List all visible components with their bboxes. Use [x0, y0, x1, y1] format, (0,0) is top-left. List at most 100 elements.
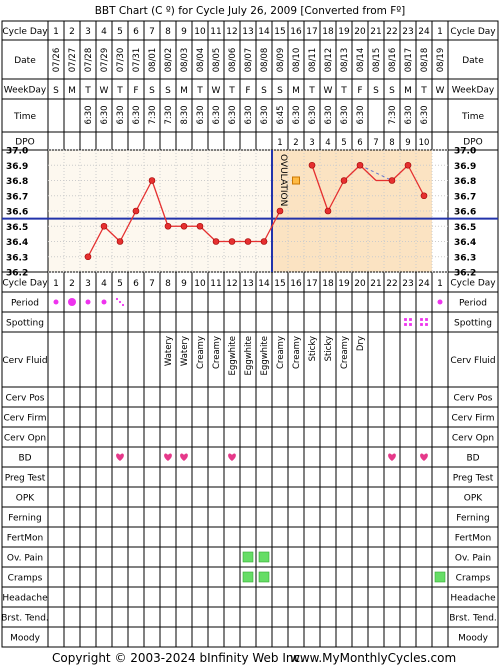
- date-cell: 07/26: [52, 48, 62, 73]
- y-tick-label-right: 36.6: [454, 208, 476, 218]
- cramps-marker: [242, 571, 254, 583]
- date-cell: 07/28: [84, 48, 94, 73]
- temp-point: [340, 177, 348, 184]
- bd-heart: [228, 453, 236, 461]
- dpo-cell: 9: [405, 138, 410, 148]
- date-cell: 08/18: [420, 48, 430, 73]
- cycle-day-cell: 19: [338, 27, 350, 37]
- temp-point: [164, 222, 172, 230]
- bd-heart: [420, 453, 428, 461]
- row-label-time: Time: [13, 112, 36, 122]
- temp-point: [388, 177, 396, 184]
- weekday-cell: S: [149, 86, 155, 96]
- temp-point: [132, 207, 140, 215]
- cycle-day-cell: 5: [117, 27, 123, 37]
- time-cell: 6:30: [116, 105, 126, 124]
- date-cell: 08/17: [404, 48, 414, 73]
- row-label-moody-right: Moody: [458, 634, 488, 644]
- time-cell: 6:30: [324, 105, 334, 124]
- y-tick-label-right: 36.8: [454, 177, 476, 187]
- temp-line-segment: [407, 164, 425, 197]
- cycle-day-cell: 19: [338, 279, 350, 289]
- y-tick-label-right: 36.7: [454, 192, 476, 202]
- row-label-cerv_opn: Cerv Opn: [4, 434, 46, 444]
- date-cell: 08/06: [228, 48, 238, 73]
- cycle-day-cell: 3: [85, 27, 91, 37]
- dpo-cell: 3: [309, 138, 314, 148]
- ov-pain-marker: [242, 551, 254, 563]
- weekday-cell: F: [245, 86, 250, 96]
- row-label-opk: OPK: [16, 494, 36, 504]
- spotting-dot: [404, 318, 407, 321]
- temp-line-segment: [327, 180, 345, 212]
- temp-point: [116, 238, 124, 245]
- weekday-cell: S: [373, 86, 379, 96]
- date-cell: 08/16: [388, 48, 398, 73]
- spotting-dot: [420, 323, 423, 326]
- cycle-day-cell: 17: [306, 279, 317, 289]
- date-cell: 07/31: [132, 48, 142, 73]
- weekday-cell: S: [165, 86, 171, 96]
- time-cell: 6:30: [356, 105, 366, 124]
- date-cell: 08/12: [324, 48, 334, 73]
- time-cell: 8:30: [180, 105, 190, 124]
- cerv-fluid-cell: Creamy: [340, 336, 350, 369]
- time-cell: 6:30: [196, 105, 206, 124]
- bd-heart: [116, 453, 124, 461]
- cycle-day-cell: 21: [370, 27, 381, 37]
- row-label-cerv_firm: Cerv Firm: [3, 414, 46, 424]
- weekday-cell: T: [340, 86, 347, 96]
- row-label-preg_test: Preg Test: [5, 474, 46, 484]
- weekday-cell: T: [84, 86, 91, 96]
- cycle-day-cell: 12: [226, 27, 237, 37]
- cerv-fluid-cell: Eggwhite: [244, 336, 254, 375]
- cycle-day-cell: 20: [354, 279, 366, 289]
- cycle-day-cell: 3: [85, 279, 91, 289]
- weekday-cell: M: [292, 86, 300, 96]
- temp-point: [148, 177, 156, 184]
- spotting-dot: [409, 318, 412, 321]
- date-cell: 08/07: [244, 48, 254, 73]
- weekday-cell: T: [228, 86, 235, 96]
- cycle-day-cell: 18: [322, 279, 334, 289]
- cerv-fluid-cell: Sticky: [324, 336, 334, 361]
- row-label-ferning-right: Ferning: [456, 514, 489, 524]
- period-spotting-dot: [115, 297, 119, 301]
- time-cell: 6:30: [100, 105, 110, 124]
- row-label-weekday: WeekDay: [4, 86, 47, 96]
- cycle-day-cell: 20: [354, 27, 366, 37]
- cycle-day-cell: 24: [418, 279, 430, 289]
- time-cell: 7:30: [148, 105, 158, 124]
- row-label-brst_tend: Brst. Tend.: [1, 614, 49, 624]
- period-dot: [437, 299, 443, 305]
- cycle-day-cell: 9: [181, 27, 187, 37]
- time-cell: 6:30: [84, 105, 94, 124]
- cycle-day-cell: 14: [258, 279, 270, 289]
- temp-point: [212, 238, 220, 245]
- y-tick-label: 36.3: [6, 253, 28, 263]
- cerv-fluid-cell: Watery: [164, 336, 174, 366]
- row-label-ferning: Ferning: [8, 514, 41, 524]
- date-cell: 08/04: [196, 48, 206, 73]
- date-cell: 08/08: [260, 48, 270, 73]
- row-label-opk-right: OPK: [464, 494, 484, 504]
- cycle-day-cell: 6: [133, 279, 139, 289]
- weekday-cell: T: [420, 86, 427, 96]
- spotting-dot: [409, 323, 412, 326]
- temp-point-open: [292, 176, 300, 185]
- row-label-cerv_fluid: Cerv Fluid: [2, 356, 47, 366]
- y-tick-label-right: 36.3: [454, 253, 476, 263]
- cramps-marker: [434, 571, 446, 583]
- row-label-fertmon: FertMon: [7, 534, 43, 544]
- cerv-fluid-cell: Dry: [356, 336, 366, 351]
- row-label-cramps: Cramps: [8, 574, 43, 584]
- date-cell: 08/19: [436, 48, 446, 73]
- temp-point: [196, 222, 204, 230]
- row-label-headache: Headache: [2, 594, 48, 604]
- row-label-spotting: Spotting: [6, 319, 44, 329]
- weekday-cell: T: [116, 86, 123, 96]
- y-tick-label-right: 36.2: [454, 269, 476, 279]
- temp-point: [244, 238, 252, 245]
- row-label-headache-right: Headache: [450, 594, 496, 604]
- row-label-period-right: Period: [459, 299, 487, 309]
